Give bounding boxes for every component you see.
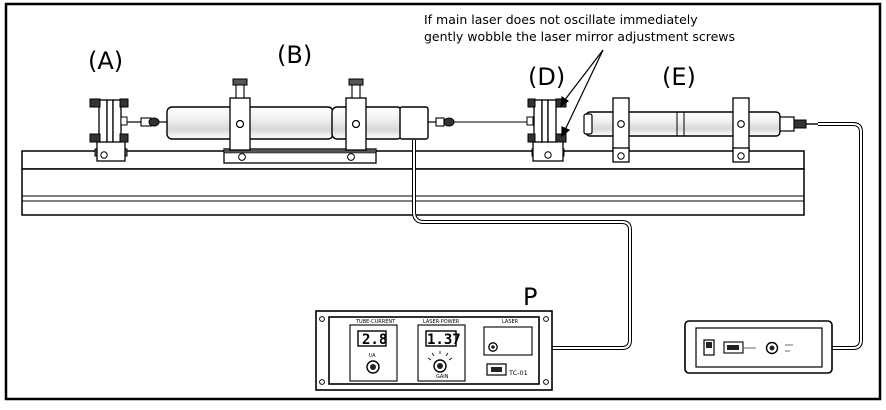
label-d: (D) xyxy=(528,63,565,91)
note-line-2: gently wobble the laser mirror adjustmen… xyxy=(424,29,735,44)
tube-current-value: 2.8 xyxy=(362,332,387,348)
tube-current-unit: I/A xyxy=(369,353,376,359)
mirror-mount-a xyxy=(89,98,129,162)
laser-power-title: LASER-POWER xyxy=(423,319,460,325)
laser-output-jack-center xyxy=(491,345,495,349)
label-b: (B) xyxy=(277,41,312,69)
gain-label: GAIN xyxy=(436,374,449,380)
label-e: (E) xyxy=(662,63,696,91)
gain-knob-center xyxy=(437,363,443,369)
detector-box-switch-lever xyxy=(706,342,712,348)
tube-current-knob-center xyxy=(370,364,376,370)
detector-box-jack-center xyxy=(769,345,775,351)
note-arrows xyxy=(560,49,604,138)
detector-cable xyxy=(818,123,862,349)
laser-tube-b xyxy=(166,78,532,164)
label-a: (A) xyxy=(88,47,123,75)
label-p: P xyxy=(523,283,537,311)
controller-model: TC-01 xyxy=(508,369,528,377)
laser-power-value: 1.37 xyxy=(427,332,461,348)
gain-scale xyxy=(427,351,453,361)
power-cable xyxy=(413,140,631,349)
laser-title: LASER xyxy=(502,319,519,325)
note-line-1: If main laser does not oscillate immedia… xyxy=(424,12,698,27)
detector-box-connector-pins xyxy=(727,345,739,350)
detector-box xyxy=(684,320,833,374)
laser-power-switch-lever xyxy=(491,367,502,372)
controller-p: TUBE-CURRENT 2.8 I/A LASER-POWER 1.37 GA… xyxy=(315,310,553,391)
tube-current-title: TUBE-CURRENT xyxy=(355,319,396,325)
detector-e xyxy=(583,97,818,163)
tube-current-display xyxy=(357,330,387,347)
laser-power-display xyxy=(425,330,457,347)
mirror-mount-d xyxy=(526,98,567,162)
